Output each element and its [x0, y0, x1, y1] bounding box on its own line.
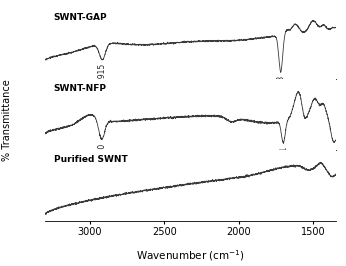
Text: 1718: 1718 [276, 75, 285, 94]
Text: 2920: 2920 [97, 142, 106, 162]
Text: SWNT-NFP: SWNT-NFP [54, 84, 107, 93]
Text: 2915: 2915 [98, 63, 107, 82]
Text: Wavenumber (cm$^{-1}$): Wavenumber (cm$^{-1}$) [136, 248, 245, 263]
Text: SWNT-GAP: SWNT-GAP [54, 13, 107, 22]
Text: Purified SWNT: Purified SWNT [54, 155, 127, 164]
Text: 1701: 1701 [279, 146, 288, 165]
Text: % Transmittance: % Transmittance [2, 79, 12, 161]
